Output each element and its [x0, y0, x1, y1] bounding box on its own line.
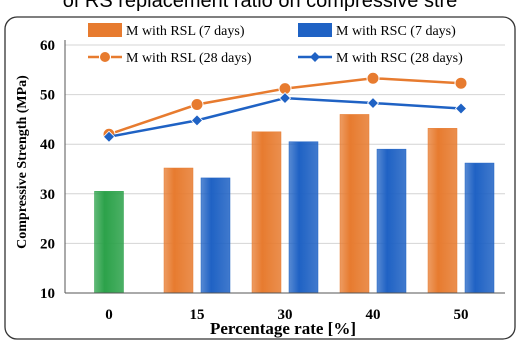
bar-series0-40 [339, 114, 370, 294]
legend-marker-2 [99, 51, 111, 63]
bars [94, 114, 495, 294]
bar-series0-30 [251, 131, 282, 294]
legend: M with RSL (7 days) M with RSC (7 days) M … [88, 23, 463, 66]
legend-swatch-0 [88, 23, 122, 37]
point-diamond-1-0 [102, 130, 116, 143]
y-tick-label-20: 20 [40, 236, 55, 252]
legend-marker-3 [310, 52, 320, 62]
legend-label-0: M with RSL (7 days) [126, 24, 245, 39]
point-diamond-1-40 [366, 96, 380, 110]
point-diamond-1-30 [278, 92, 292, 105]
legend-label-3: M with RSC (28 days) [336, 51, 463, 66]
point-circle-0-40 [366, 71, 380, 85]
y-tick-label-50: 50 [40, 88, 55, 104]
bar-series0-50 [427, 128, 458, 294]
y-tick-label-40: 40 [40, 137, 55, 153]
legend-label-1: M with RSC (7 days) [336, 24, 456, 39]
x-tick-label-50: 50 [454, 307, 469, 323]
bar-series0-15 [163, 167, 194, 294]
clipped-caption-text: of RS replacement ratio on compressive s… [62, 0, 458, 12]
point-circle-0-15 [190, 98, 204, 112]
point-circle-0-50 [454, 76, 468, 90]
bar-control-0 [94, 191, 124, 294]
x-tick-label-40: 40 [366, 307, 381, 323]
y-tick-label-10: 10 [40, 286, 55, 302]
axes: 10 20 30 40 50 60 0 15 30 40 50 [40, 38, 505, 323]
bar-series1-50 [464, 162, 495, 294]
x-tick-label-0: 0 [105, 307, 113, 323]
y-axis-label: Compressive Strength (MPa) [15, 75, 30, 249]
legend-swatch-1 [298, 23, 332, 37]
bar-series1-40 [376, 148, 407, 294]
point-diamond-1-50 [454, 102, 468, 115]
x-axis-label: Percentage rate [%] [210, 319, 356, 338]
legend-label-2: M with RSL (28 days) [126, 51, 252, 66]
y-tick-label-60: 60 [40, 38, 55, 54]
x-tick-label-15: 15 [190, 307, 205, 323]
y-tick-label-30: 30 [40, 187, 55, 203]
bar-series1-30 [288, 141, 319, 294]
point-diamond-1-15 [190, 114, 204, 127]
x-tick-label-30: 30 [278, 307, 293, 323]
line-series [102, 71, 468, 143]
bar-series1-15 [200, 177, 231, 294]
